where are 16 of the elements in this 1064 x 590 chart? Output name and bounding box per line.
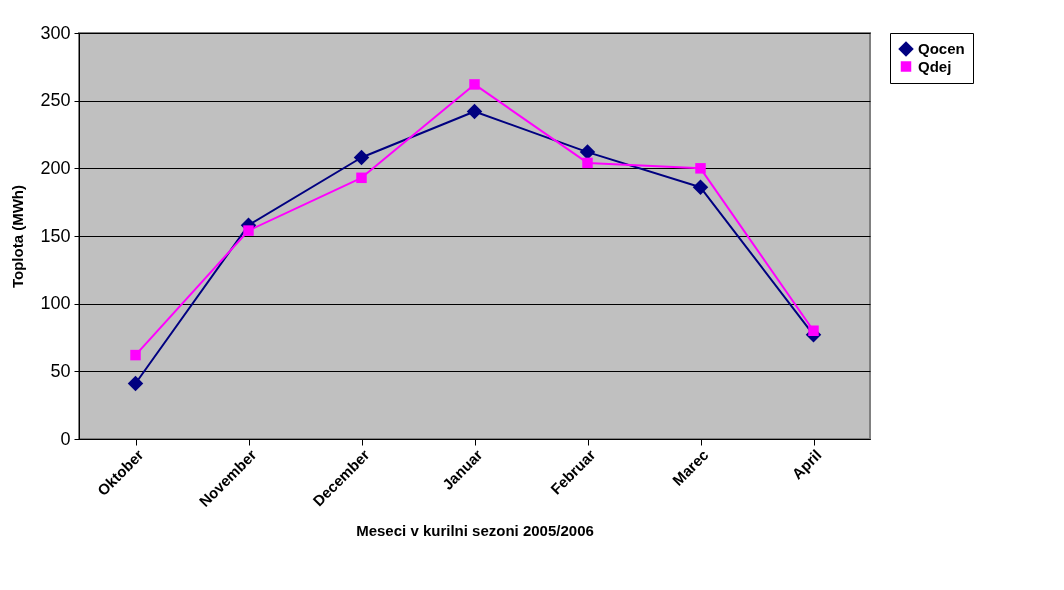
point [579,144,596,160]
y-tick-label: 300 [40,22,71,43]
y-tick-label: 250 [40,90,71,111]
point [127,375,144,392]
point [466,103,483,120]
point [692,179,709,196]
y-tick-label: 150 [40,225,71,246]
y-tick-label: 200 [40,157,71,178]
y-tick-label: 0 [60,428,71,449]
point [353,149,370,166]
x-axis-title: Meseci v kurilni sezoni 2005/2006 [356,521,594,539]
y-tick-label: 50 [50,360,71,381]
y-axis-title: Toplota (MWh) [9,184,27,289]
legend-label: Qocen [918,40,965,57]
y-tick-label: 100 [40,293,71,314]
legend-label: Qdej [918,57,952,75]
